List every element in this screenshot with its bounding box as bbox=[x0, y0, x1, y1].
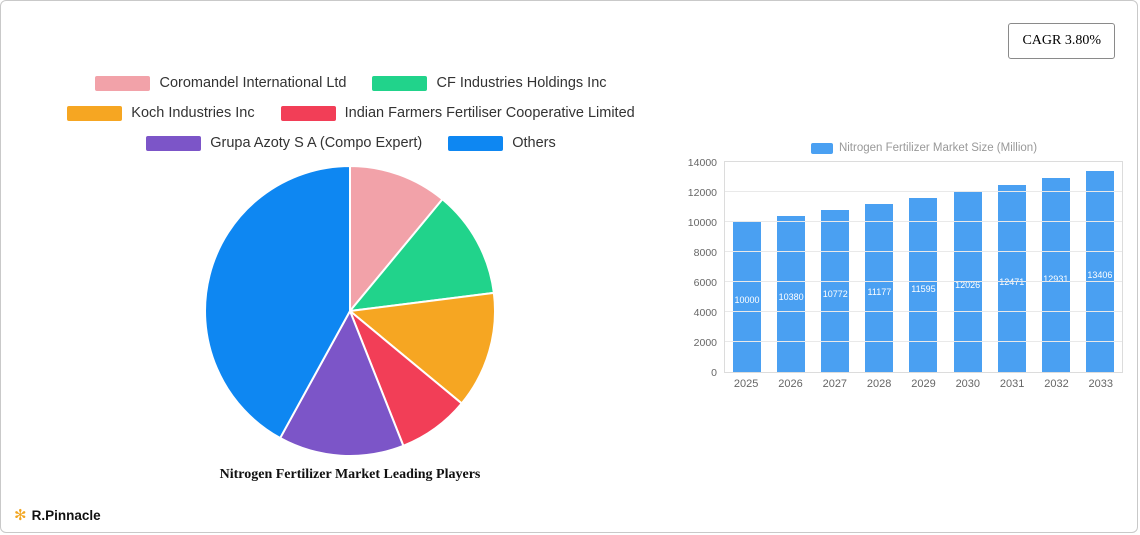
bar-2031[interactable]: 12471 bbox=[997, 184, 1026, 372]
pie-legend-swatch bbox=[146, 135, 202, 151]
gridline bbox=[725, 251, 1122, 252]
brand-name: R.Pinnacle bbox=[31, 508, 101, 523]
bar-plot-area: 10000 10380 10772 11177 11595 12026 12471 12931… bbox=[724, 161, 1123, 373]
bar-2033[interactable]: 13406 bbox=[1085, 170, 1114, 372]
pie-legend-label: Coromandel International Ltd bbox=[159, 75, 347, 91]
pie-slice[interactable] bbox=[349, 164, 444, 314]
y-tick-label: 0 bbox=[711, 367, 717, 379]
pie-legend-item[interactable]: CF Industries Holdings Inc bbox=[372, 75, 607, 91]
bar-2028[interactable]: 11177 bbox=[865, 204, 894, 372]
gridline bbox=[725, 341, 1122, 342]
gridline bbox=[725, 221, 1122, 222]
bar-value-label: 12471 bbox=[999, 277, 1025, 288]
pie-chart bbox=[204, 164, 496, 457]
bar-value-label: 11177 bbox=[867, 286, 892, 297]
x-tick-label: 2030 bbox=[955, 378, 981, 390]
y-tick-label: 6000 bbox=[693, 277, 717, 289]
pie-legend-label: Indian Farmers Fertiliser Cooperative Li… bbox=[344, 105, 635, 121]
pie-legend-swatch bbox=[448, 135, 504, 151]
x-tick-label: 2026 bbox=[778, 378, 803, 390]
bar-2026[interactable]: 10380 bbox=[777, 216, 806, 372]
pie-legend-label: Grupa Azoty S A (Compo Expert) bbox=[210, 135, 423, 151]
pie-legend-swatch bbox=[67, 105, 123, 121]
bar-2032[interactable]: 12931 bbox=[1041, 178, 1070, 372]
pie-chart-title: Nitrogen Fertilizer Market Leading Playe… bbox=[219, 467, 481, 482]
bar-value-label: 13406 bbox=[1087, 270, 1113, 281]
pie-legend-item[interactable]: Indian Farmers Fertiliser Cooperative Li… bbox=[280, 105, 635, 121]
pie-legend-row: Koch Industries Inc Indian Farmers Fertil… bbox=[31, 105, 671, 121]
bar-x-axis: 2025 2026 2027 2028 2029 2030 2031 2032 2033 bbox=[724, 378, 1123, 390]
pie-legend-item[interactable]: Grupa Azoty S A (Compo Expert) bbox=[146, 135, 422, 151]
bar-column: 11177 bbox=[857, 162, 901, 372]
x-tick-label: 2032 bbox=[1044, 378, 1069, 390]
bar-2029[interactable]: 11595 bbox=[909, 198, 938, 372]
x-tick-label: 2033 bbox=[1088, 378, 1114, 390]
bar-legend-label: Nitrogen Fertilizer Market Size (Million… bbox=[838, 142, 1038, 154]
x-tick-label: 2029 bbox=[911, 378, 936, 390]
bar-2027[interactable]: 10772 bbox=[821, 210, 850, 372]
bar-column: 10380 bbox=[769, 162, 813, 372]
x-tick-label: 2027 bbox=[822, 378, 848, 390]
bar-value-label: 12931 bbox=[1043, 273, 1069, 284]
bar-value-label: 10772 bbox=[822, 289, 848, 300]
bar-column: 10000 bbox=[725, 162, 769, 372]
bar-column: 10772 bbox=[813, 162, 857, 372]
bar-value-label: 10380 bbox=[778, 292, 804, 303]
brand-logo: ✻ R.Pinnacle bbox=[14, 508, 101, 523]
pie-slice[interactable] bbox=[347, 197, 495, 313]
pie-slice[interactable] bbox=[347, 291, 496, 405]
bar-2025[interactable]: 10000 bbox=[733, 222, 762, 372]
brand-flower-icon: ✻ bbox=[14, 507, 27, 524]
gridline bbox=[725, 281, 1122, 282]
bar-column: 12931 bbox=[1034, 162, 1078, 372]
pie-legend-item[interactable]: Coromandel International Ltd bbox=[95, 75, 346, 91]
bar-value-label: 12026 bbox=[955, 280, 981, 291]
gridline bbox=[725, 191, 1122, 192]
y-tick-label: 12000 bbox=[687, 187, 717, 199]
pie-legend-row: Grupa Azoty S A (Compo Expert) Others bbox=[31, 135, 671, 151]
pie-legend-row: Coromandel International Ltd CF Industrie… bbox=[31, 75, 671, 91]
pie-legend-item[interactable]: Koch Industries Inc bbox=[67, 105, 255, 121]
pie-slice[interactable] bbox=[204, 164, 351, 440]
x-tick-label: 2031 bbox=[999, 378, 1025, 390]
bar-column: 11595 bbox=[901, 162, 945, 372]
bar-legend-item[interactable]: Nitrogen Fertilizer Market Size (Million… bbox=[724, 142, 1124, 154]
pie-slice[interactable] bbox=[278, 308, 405, 457]
bar-value-label: 10000 bbox=[734, 295, 760, 305]
cagr-label: CAGR 3.80% bbox=[1022, 33, 1101, 48]
cagr-badge: CAGR 3.80% bbox=[1008, 23, 1115, 59]
y-tick-label: 2000 bbox=[693, 337, 717, 349]
bar-column: 12471 bbox=[990, 162, 1034, 372]
x-tick-label: 2028 bbox=[866, 378, 892, 390]
x-tick-label: 2025 bbox=[733, 378, 759, 390]
bar-column: 13406 bbox=[1078, 162, 1122, 372]
pie-legend-swatch bbox=[95, 75, 151, 91]
gridline bbox=[725, 311, 1122, 312]
pie-legend-swatch bbox=[280, 105, 336, 121]
pie-legend-label: Others bbox=[512, 135, 556, 151]
pie-legend-label: Koch Industries Inc bbox=[131, 105, 255, 121]
pie-legend-label: CF Industries Holdings Inc bbox=[436, 75, 607, 91]
pie-legend-swatch bbox=[372, 75, 428, 91]
bar-value-label: 11595 bbox=[911, 283, 936, 294]
bar-chart-section: Nitrogen Fertilizer Market Size (Million… bbox=[688, 142, 1124, 390]
pie-legend: Coromandel International Ltd CF Industrie… bbox=[31, 75, 671, 151]
bar-legend-swatch bbox=[810, 142, 833, 154]
bar-y-axis: 0 2000 4000 6000 8000 10000 12000 14000 bbox=[687, 157, 724, 379]
y-tick-label: 10000 bbox=[687, 217, 717, 229]
y-tick-label: 8000 bbox=[693, 247, 717, 259]
y-tick-label: 4000 bbox=[693, 307, 717, 319]
y-tick-label: 14000 bbox=[687, 157, 717, 169]
bar-plot-wrap: 0 2000 4000 6000 8000 10000 12000 14000 10000 10… bbox=[687, 157, 1124, 379]
pie-legend-item[interactable]: Others bbox=[448, 135, 556, 151]
